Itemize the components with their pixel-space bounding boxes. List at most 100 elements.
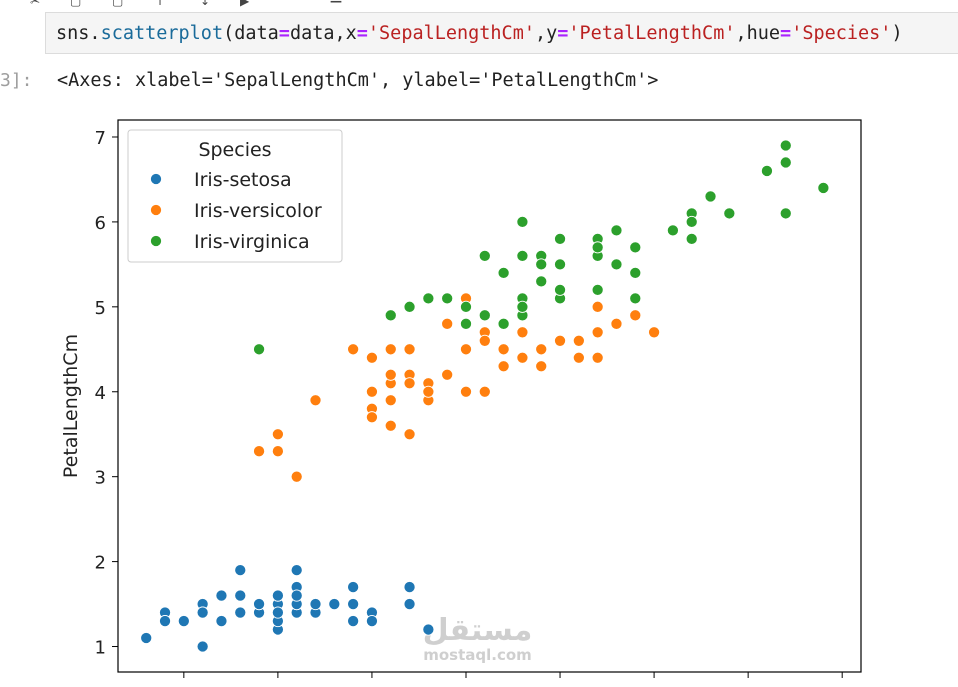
output-text: <Axes: xlabel='SepalLengthCm', ylabel='P… [57, 70, 659, 91]
scatter-point-iris-virginica [253, 343, 266, 356]
scatter-point-iris-virginica [553, 232, 567, 245]
code-token: scatterplot [100, 23, 224, 44]
scatter-point-iris-setosa [196, 606, 209, 619]
legend-entry: Iris-setosa [194, 169, 292, 191]
y-tick-label: 5 [95, 298, 106, 319]
run-icon[interactable]: ▶ [240, 0, 250, 8]
scatter-point-iris-versicolor [648, 326, 661, 339]
scatter-point-iris-setosa [253, 598, 266, 611]
move-up-icon[interactable]: ↑ [155, 0, 166, 8]
watermark-latin: mostaql.com [423, 646, 532, 664]
scatter-point-iris-versicolor [365, 351, 378, 364]
scatter-point-iris-setosa [177, 614, 190, 628]
scatter-point-iris-versicolor [290, 470, 303, 483]
scatter-point-iris-setosa [234, 606, 247, 619]
scatter-point-iris-versicolor [253, 445, 266, 458]
scatter-point-iris-virginica [497, 317, 510, 330]
scatter-point-iris-setosa [347, 614, 360, 628]
scatter-point-iris-virginica [779, 139, 792, 152]
legend-entry: Iris-virginica [194, 231, 310, 253]
scatter-point-iris-versicolor [497, 360, 510, 373]
scatter-point-iris-versicolor [591, 326, 604, 339]
scatter-point-iris-versicolor [384, 368, 397, 381]
scatter-point-iris-setosa [422, 623, 435, 636]
y-tick-label: 7 [95, 128, 106, 149]
scatter-point-iris-virginica [629, 241, 642, 254]
scatter-point-iris-versicolor [572, 334, 585, 347]
scatter-point-iris-virginica [516, 249, 529, 262]
watermark-arabic: مستقل [422, 613, 533, 648]
scatter-point-iris-setosa [234, 564, 247, 577]
scatter-point-iris-versicolor [384, 343, 397, 356]
paste-icon[interactable]: ▢ [112, 0, 124, 8]
scatter-point-iris-virginica [629, 292, 642, 305]
scatter-point-iris-versicolor [629, 309, 642, 322]
legend-marker-iris-setosa [149, 172, 163, 186]
legend-box [127, 129, 343, 263]
scatter-point-iris-setosa [140, 631, 153, 645]
scatter-point-iris-virginica [553, 258, 567, 271]
scatter-point-iris-virginica [384, 309, 397, 322]
scatter-point-iris-versicolor [441, 368, 454, 381]
scatter-point-iris-virginica [666, 224, 679, 237]
scatter-point-iris-versicolor [591, 351, 604, 364]
scatter-plot: 1 2 3 4 5 6 7 PetalLengthCm Species Iris-setosa Ir… [60, 119, 862, 678]
scatter-point-iris-setosa [347, 598, 360, 611]
scatter-point-iris-versicolor [516, 351, 529, 364]
scatter-point-iris-versicolor [347, 343, 360, 356]
scatter-point-iris-virginica [403, 300, 416, 313]
copy-icon[interactable]: ▢ [70, 0, 82, 8]
code-cell-input[interactable]: sns.scatterplot(data=data,x='SepalLength… [45, 12, 958, 54]
legend-marker-iris-versicolor [149, 203, 163, 217]
scatter-point-iris-setosa [234, 589, 247, 602]
scatter-point-iris-virginica [535, 258, 548, 271]
scatter-point-iris-virginica [459, 317, 473, 330]
scatter-point-iris-versicolor [384, 419, 397, 432]
scatter-point-iris-versicolor [271, 445, 284, 458]
scatter-point-iris-versicolor [478, 334, 491, 347]
scatter-point-iris-setosa [158, 614, 172, 628]
scatter-point-iris-virginica [610, 258, 623, 271]
cut-icon[interactable]: ✂ [30, 0, 41, 8]
code-token: = [278, 23, 290, 44]
scatter-point-iris-versicolor [572, 351, 585, 364]
scatter-point-iris-versicolor [403, 428, 416, 441]
scatter-point-iris-virginica [535, 275, 548, 288]
scatter-point-iris-virginica [723, 207, 736, 220]
move-down-icon[interactable]: ↓ [200, 0, 211, 8]
scatter-point-iris-setosa [290, 589, 303, 602]
code-token: ,y [534, 23, 558, 44]
scatter-point-iris-setosa [403, 581, 416, 594]
scatter-point-iris-versicolor [478, 385, 491, 398]
code-token: ,hue [735, 23, 781, 44]
scatter-point-iris-virginica [591, 283, 604, 296]
y-tick-label: 4 [95, 383, 106, 404]
scatter-point-iris-virginica [441, 292, 454, 305]
scatter-point-iris-versicolor [535, 360, 548, 373]
scatter-point-iris-versicolor [535, 343, 548, 356]
scatter-point-iris-virginica [497, 266, 510, 279]
legend-title: Species [198, 139, 271, 161]
y-tick-label: 3 [95, 468, 106, 489]
scatter-point-iris-virginica [553, 283, 567, 296]
scatter-point-iris-versicolor [553, 334, 567, 347]
scatter-point-iris-versicolor [459, 385, 473, 398]
code-token: ) [891, 23, 903, 44]
scatter-point-iris-virginica [478, 309, 491, 322]
scatter-point-iris-setosa [365, 614, 378, 628]
code-token: sns. [56, 23, 101, 44]
code-token: 'PetalLengthCm' [568, 23, 736, 44]
y-tick-label: 2 [95, 553, 106, 574]
scatter-point-iris-virginica [610, 224, 623, 237]
scatter-point-iris-virginica [459, 300, 473, 313]
scatter-point-iris-setosa [347, 581, 360, 594]
cell-toolbar: ✂ ▢ ▢ ↑ ↓ ▶ — [0, 0, 958, 8]
code-token: data,x [289, 23, 357, 44]
scatter-point-iris-setosa [215, 589, 228, 602]
y-tick-label: 1 [95, 638, 106, 659]
scatter-point-iris-versicolor [459, 343, 473, 356]
cell-type-label[interactable]: — [330, 0, 342, 8]
scatter-point-iris-versicolor [403, 377, 416, 390]
scatter-point-iris-versicolor [403, 343, 416, 356]
scatter-point-iris-virginica [779, 207, 792, 220]
